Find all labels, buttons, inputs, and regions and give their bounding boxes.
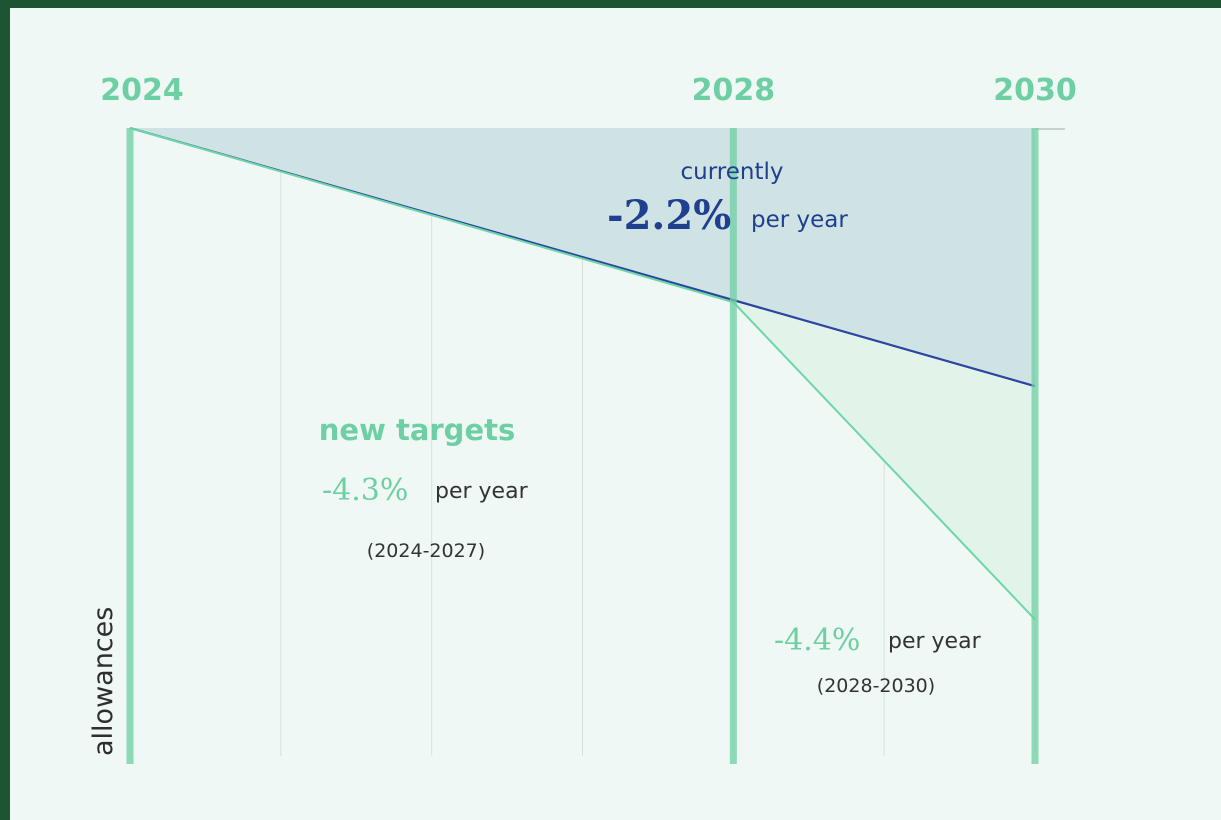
target-period-2: (2028-2030) (817, 675, 935, 697)
year-label-2030: 2030 (993, 73, 1077, 108)
new-targets-area (130, 128, 1035, 620)
emissions-reduction-chart: 2024 2028 2030 currently -2.2% per year ne… (88, 73, 1077, 764)
current-rate-suffix: per year (751, 207, 848, 233)
year-bar-2030 (1031, 128, 1039, 764)
year-bar-2028 (729, 128, 737, 764)
current-series-label: currently (681, 159, 784, 185)
current-rate-value: -2.2% (607, 192, 731, 239)
y-axis-label: allowances (88, 607, 119, 756)
new-targets-label: new targets (319, 413, 516, 447)
target-rate-1-value: -4.3% (322, 473, 408, 508)
year-label-2028: 2028 (692, 73, 776, 108)
target-rate-1-suffix: per year (435, 479, 529, 504)
target-rate-2-suffix: per year (888, 629, 982, 654)
target-period-1: (2024-2027) (367, 540, 485, 562)
year-label-2024: 2024 (100, 73, 184, 108)
tick-layer: 2024 2028 2030 (100, 73, 1077, 764)
year-bar-2024 (126, 128, 134, 764)
chart-panel: 2024 2028 2030 currently -2.2% per year ne… (10, 8, 1221, 820)
target-rate-2-value: -4.4% (774, 623, 860, 658)
